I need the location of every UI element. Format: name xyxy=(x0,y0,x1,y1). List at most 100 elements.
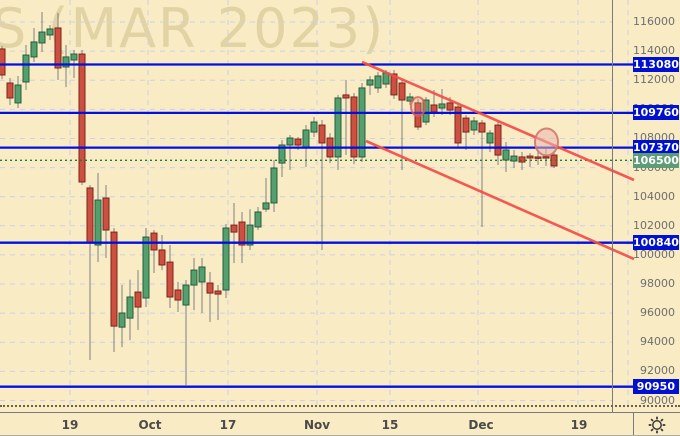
candle-up xyxy=(358,87,366,158)
candle-down xyxy=(214,290,222,295)
price-level-lines[interactable] xyxy=(0,63,633,388)
date-tick-label: 19 xyxy=(570,418,588,432)
candle-down xyxy=(166,261,174,298)
candle-down xyxy=(430,104,438,113)
candle-up xyxy=(126,296,134,319)
candle-up xyxy=(142,236,150,299)
price-level-label[interactable]: 100840 xyxy=(633,235,679,251)
candle-down xyxy=(134,291,142,308)
candle-up xyxy=(246,224,254,246)
price-level-label[interactable]: 109760 xyxy=(633,105,679,121)
candle-up xyxy=(254,211,262,228)
price-axis[interactable]: 1160001140001120001100001080001060001040… xyxy=(613,0,680,412)
candle-down xyxy=(390,73,398,96)
candle-up xyxy=(118,312,126,328)
price-tick-label: 112000 xyxy=(633,73,675,87)
candle-down xyxy=(342,94,350,99)
candle-up xyxy=(70,53,78,61)
candle-up xyxy=(94,199,102,246)
watermark-symbol-title: S (MAR 2023) xyxy=(0,0,385,60)
candle-up xyxy=(278,144,286,164)
candle-up xyxy=(302,129,310,148)
candle-up xyxy=(182,284,190,306)
candle-down xyxy=(54,27,62,69)
candle-up xyxy=(198,266,206,283)
candle-down xyxy=(454,106,462,144)
candle-up xyxy=(262,202,270,210)
candle-up xyxy=(502,149,510,161)
candle-down xyxy=(158,249,166,266)
price-level-label[interactable]: 113080 xyxy=(633,57,679,72)
candle-down xyxy=(230,224,238,233)
candle-up xyxy=(470,120,478,131)
candle-down xyxy=(494,124,502,156)
trend-channel-upper-line[interactable] xyxy=(361,60,635,182)
price-tick-label: 104000 xyxy=(633,189,675,203)
gear-spokes xyxy=(648,416,666,433)
candle-down xyxy=(478,122,486,133)
date-tick-label: 15 xyxy=(381,418,399,432)
price-tick-label: 100000 xyxy=(633,247,675,261)
candle-up xyxy=(438,103,446,109)
candle-highlight-ellipse[interactable] xyxy=(410,96,426,118)
price-tick-label: 94000 xyxy=(640,335,675,349)
date-tick-label: 19 xyxy=(61,418,79,432)
date-tick-label: Nov xyxy=(303,418,331,432)
candle-down xyxy=(462,117,470,133)
candle-down xyxy=(150,232,158,251)
candle-up xyxy=(62,56,70,68)
current-price-label[interactable]: 106500 xyxy=(633,152,679,168)
candle-down xyxy=(206,282,214,294)
candle-up xyxy=(422,99,430,123)
price-tick-label: 92000 xyxy=(640,364,675,378)
candle-down xyxy=(174,289,182,301)
candle-up xyxy=(190,269,198,286)
gear-icon[interactable] xyxy=(647,415,667,435)
candle-down xyxy=(542,156,550,159)
candle-up xyxy=(374,75,382,89)
candlestick-series xyxy=(0,11,558,386)
trend-channel-lower-line[interactable] xyxy=(365,139,635,261)
candle-up xyxy=(486,132,494,144)
date-tick-label: Dec xyxy=(468,418,494,432)
candle-up xyxy=(38,31,46,44)
candle-down xyxy=(318,124,326,144)
candle-down xyxy=(86,187,94,243)
candle-down xyxy=(238,221,246,246)
candle-up xyxy=(310,121,318,133)
candle-down xyxy=(110,231,118,327)
candle-down xyxy=(534,156,542,159)
price-level-label[interactable]: 107370 xyxy=(633,140,679,156)
candle-up xyxy=(222,227,230,291)
candle-up xyxy=(510,155,518,162)
date-tick-label: 17 xyxy=(219,418,237,432)
candle-down xyxy=(526,155,534,159)
grid-lines xyxy=(0,0,629,406)
candle-up xyxy=(334,97,342,158)
candle-down xyxy=(398,82,406,101)
candle-up xyxy=(366,79,374,86)
price-tick-label: 98000 xyxy=(640,277,675,291)
axis-settings-box[interactable] xyxy=(633,412,680,435)
candle-down xyxy=(6,82,14,99)
candle-down xyxy=(518,156,526,163)
time-axis[interactable]: 19 Oct 17 Nov 15 Dec 19 xyxy=(0,412,633,435)
candle-down xyxy=(102,197,110,231)
price-tick-label: 116000 xyxy=(633,14,675,28)
price-tick-label: 114000 xyxy=(633,44,675,58)
candle-down xyxy=(294,138,302,146)
chart-canvas[interactable]: S (MAR 2023) xyxy=(0,0,680,412)
price-tick-label: 96000 xyxy=(640,306,675,320)
highlight-circle[interactable] xyxy=(534,127,559,157)
price-level-label[interactable]: 90950 xyxy=(633,379,679,395)
candle-down xyxy=(78,53,86,183)
candle-down xyxy=(0,48,6,76)
candle-down xyxy=(446,102,454,111)
candle-up xyxy=(46,28,54,36)
candle-up xyxy=(14,84,22,104)
candle-up xyxy=(286,137,294,146)
candle-down xyxy=(350,96,358,158)
candle-up xyxy=(22,54,30,83)
price-tick-label: 90000 xyxy=(640,393,675,407)
